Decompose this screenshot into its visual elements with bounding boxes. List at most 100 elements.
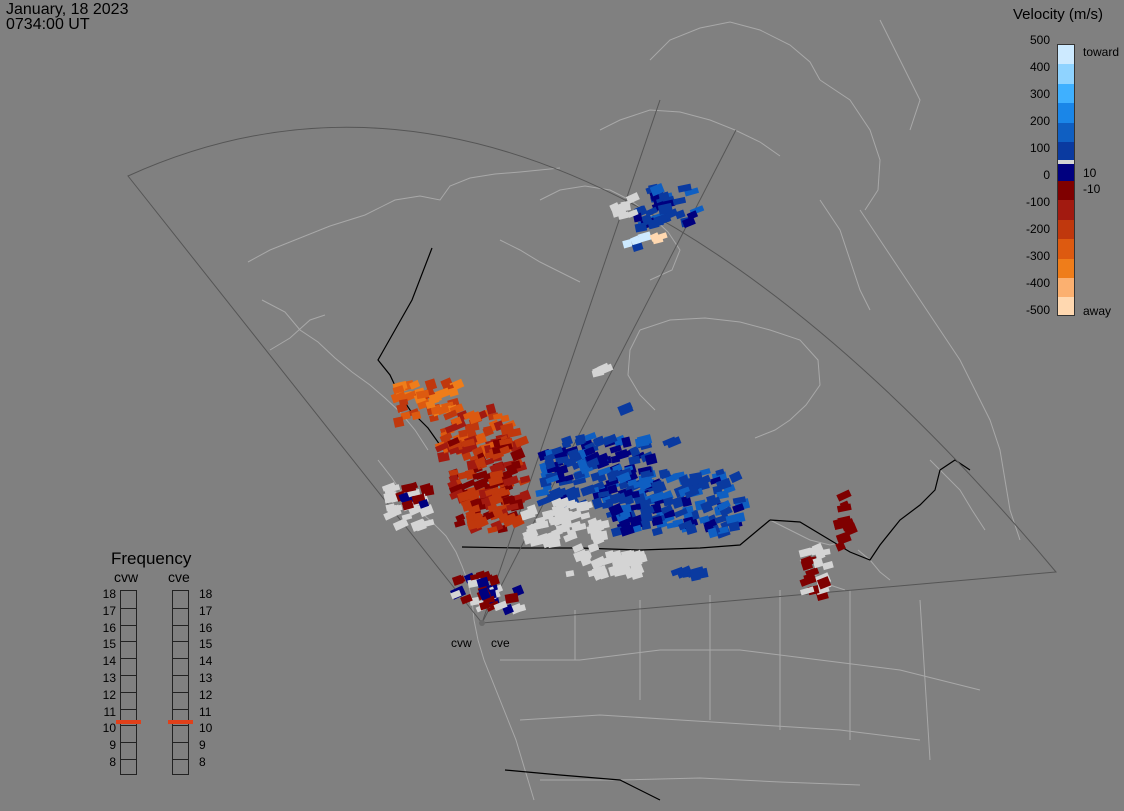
frequency-level-label: 17 (199, 603, 213, 618)
velocity-cell (624, 567, 639, 579)
velocity-cell (659, 470, 672, 480)
colorbar-segment (1058, 161, 1074, 181)
velocity-cell (689, 570, 701, 582)
colorbar-tick-label: 300 (1029, 87, 1050, 101)
velocity-cell (798, 547, 813, 558)
velocity-cell (625, 192, 640, 205)
velocity-cell (836, 489, 852, 502)
velocity-cell (681, 495, 692, 508)
velocity-cell (651, 526, 663, 537)
velocity-cell (678, 519, 693, 531)
velocity-cell (651, 515, 664, 527)
velocity-cell (557, 487, 568, 497)
velocity-cell (439, 432, 453, 443)
velocity-cell (638, 477, 652, 491)
velocity-cell (696, 474, 712, 487)
velocity-cell (627, 208, 639, 218)
velocity-cell (392, 517, 409, 531)
frequency-grid-line (121, 658, 136, 660)
velocity-cell (637, 231, 652, 243)
velocity-cell (609, 469, 620, 478)
velocity-cell (545, 474, 560, 484)
frequency-grid-line (121, 708, 136, 710)
velocity-cell (419, 519, 435, 529)
colorbar-segment (1058, 278, 1074, 298)
velocity-cell (715, 477, 732, 491)
velocity-cell (584, 432, 597, 442)
velocity-cell (607, 484, 618, 495)
velocity-cell (541, 509, 554, 521)
frequency-level-label: 13 (199, 671, 213, 685)
velocity-cell (640, 470, 652, 479)
velocity-cell (666, 436, 682, 449)
velocity-cell (444, 423, 459, 434)
velocity-cell (628, 455, 641, 466)
frequency-grid-line (173, 691, 188, 693)
velocity-cell (485, 600, 500, 612)
velocity-cell (686, 210, 699, 221)
velocity-cell (640, 512, 653, 523)
velocity-cell (411, 411, 422, 421)
colorbar-segment (1058, 103, 1074, 123)
velocity-cell (716, 490, 730, 500)
velocity-cell (608, 502, 624, 517)
frequency-level-label: 9 (109, 738, 116, 753)
country-border-segment (769, 459, 971, 561)
velocity-cell (497, 512, 510, 524)
velocity-cell (488, 475, 504, 487)
velocity-cell (649, 232, 661, 242)
velocity-cell (564, 474, 574, 482)
frequency-grid-line (121, 675, 136, 676)
frequency-grid-line (173, 708, 188, 710)
colorbar-segment (1058, 219, 1074, 240)
ground-scatter-band (1058, 159, 1074, 164)
velocity-cell (551, 446, 564, 456)
velocity-cell (587, 542, 600, 553)
velocity-cell (492, 413, 503, 420)
velocity-cell (655, 519, 668, 529)
velocity-cell (429, 414, 439, 423)
colorbar-segment (1058, 83, 1074, 104)
velocity-cell (386, 508, 401, 519)
velocity-cell (401, 499, 414, 511)
frequency-level-label: 12 (102, 687, 116, 702)
velocity-cell (622, 239, 633, 249)
velocity-cell (454, 575, 466, 585)
velocity-cell (619, 524, 635, 537)
velocity-cell (684, 187, 700, 197)
velocity-cell (597, 466, 612, 477)
velocity-cell (580, 484, 596, 497)
velocity-cell (547, 492, 559, 503)
velocity-cell (583, 446, 596, 457)
velocity-cell (703, 522, 714, 531)
velocity-cell (558, 506, 571, 518)
velocity-cell (663, 208, 679, 220)
velocity-cell (506, 427, 522, 438)
velocity-cell (487, 503, 498, 513)
velocity-cell (460, 593, 473, 605)
velocity-cell (822, 560, 834, 571)
velocity-cell (657, 202, 673, 215)
velocity-cell (448, 469, 459, 477)
velocity-cell (673, 507, 688, 518)
velocity-cell (732, 503, 745, 514)
velocity-cell (583, 501, 594, 510)
colorbar-tick-label: 500 (1029, 33, 1050, 47)
frequency-level-label: 16 (102, 620, 116, 635)
radar-label-cve: cve (491, 636, 510, 650)
velocity-cell (471, 446, 484, 457)
frequency-grid-line (173, 675, 188, 676)
velocity-cell (662, 496, 675, 507)
velocity-cell (610, 455, 621, 464)
frequency-grid-line (173, 641, 188, 643)
velocity-cell (717, 526, 729, 535)
frequency-grid-line (173, 725, 188, 727)
velocity-cell (565, 570, 575, 578)
velocity-cell (457, 490, 472, 503)
velocity-cell (644, 206, 658, 217)
velocity-cell (832, 517, 848, 529)
velocity-cell (649, 491, 665, 503)
frequency-level-label: 10 (199, 721, 213, 736)
velocity-cell (617, 471, 632, 484)
velocity-cell (467, 411, 482, 425)
